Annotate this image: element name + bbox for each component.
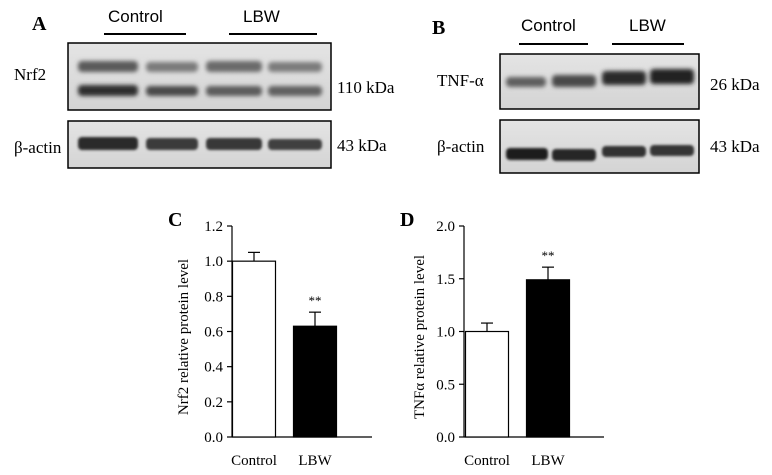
x-tick-label-d: LBW xyxy=(531,453,565,469)
panel-d: D TNFα relative protein level 0.0 0.5 1.0 1… xyxy=(400,209,604,469)
y-tick-label-c: 0.0 xyxy=(204,430,223,446)
y-tick-label-c: 0.4 xyxy=(204,360,223,376)
panel-c: C Nrf2 relative protein level 0.00.20.40… xyxy=(168,209,372,469)
y-tick-label-d: 0.0 xyxy=(436,430,455,446)
blot-size-tnf: 26 kDa xyxy=(710,75,760,94)
group-label-control-a: Control xyxy=(108,7,163,26)
blot-label-nrf2: Nrf2 xyxy=(14,65,46,84)
blot-tnf xyxy=(499,53,700,110)
panel-letter-d: D xyxy=(400,209,414,231)
panel-b: B Control LBW TNF-α 26 kDa xyxy=(432,16,760,174)
group-label-control-b: Control xyxy=(521,16,576,35)
bar-lbw-d xyxy=(525,279,571,438)
panel-a: A Control LBW Nrf2 110 kDa xyxy=(14,7,395,169)
x-tick-label-d: Control xyxy=(464,453,510,469)
y-tick-label-c: 0.8 xyxy=(204,289,223,305)
blot-size-actin-b: 43 kDa xyxy=(710,137,760,156)
blot-actin-a xyxy=(67,120,332,169)
y-tick-label-d: 1.0 xyxy=(436,325,455,341)
bar-control-d xyxy=(464,330,510,438)
y-tick-label-c: 1.2 xyxy=(204,219,223,235)
bar-lbw-c xyxy=(292,325,338,438)
bar-chart-d: 0.0 0.5 1.0 1.5 2.0 Control ** LBW xyxy=(436,219,604,469)
y-axis-label-c: Nrf2 relative protein level xyxy=(176,259,192,415)
y-axis-label-d: TNFα relative protein level xyxy=(412,255,428,419)
x-tick-label-c: LBW xyxy=(298,453,332,469)
blot-actin-b xyxy=(499,119,700,174)
blot-label-actin-b: β-actin xyxy=(437,137,485,156)
bar-chart-c: 0.0 0.2 0.4 0.6 0.8 1.0 1.2 Control ** LBW xyxy=(204,219,372,469)
panel-letter-c: C xyxy=(168,209,182,231)
blot-nrf2 xyxy=(67,42,332,111)
y-tick-label-c: 0.6 xyxy=(204,325,223,341)
bar-control-c xyxy=(231,260,277,438)
group-label-lbw-a: LBW xyxy=(243,7,280,26)
y-tick-label-c: 0.2 xyxy=(204,395,223,411)
y-tick-label-d: 0.5 xyxy=(436,377,455,393)
y-tick-label-d: 1.5 xyxy=(436,272,455,288)
y-tick-label-c: 1.0 xyxy=(204,254,223,270)
significance-marker-c: ** xyxy=(309,293,322,308)
group-label-lbw-b: LBW xyxy=(629,16,666,35)
panel-letter-a: A xyxy=(32,13,47,35)
blot-size-actin-a: 43 kDa xyxy=(337,136,387,155)
x-tick-label-c: Control xyxy=(231,453,277,469)
y-tick-label-d: 2.0 xyxy=(436,219,455,235)
blot-label-tnf: TNF-α xyxy=(437,71,484,90)
significance-marker-d: ** xyxy=(542,248,555,263)
panel-letter-b: B xyxy=(432,17,445,39)
blot-label-actin-a: β-actin xyxy=(14,138,62,157)
blot-size-nrf2: 110 kDa xyxy=(337,78,395,97)
